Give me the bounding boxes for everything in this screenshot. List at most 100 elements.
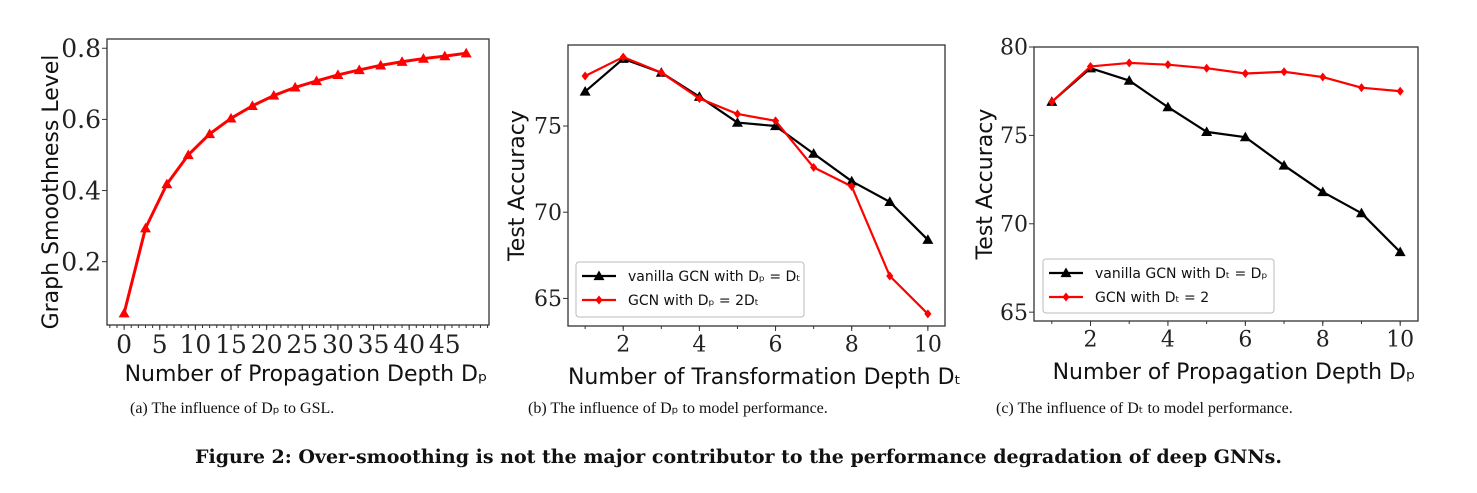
series-0-point xyxy=(225,112,237,123)
x-tick-label: 2 xyxy=(616,333,630,358)
x-tick-label: 6 xyxy=(769,333,783,358)
series-0-point xyxy=(289,81,301,92)
y-axis-label: Test Accuracy xyxy=(505,110,530,262)
y-tick-label: 65 xyxy=(534,287,562,312)
caption-c: (c) The influence of Dₜ to model perform… xyxy=(996,400,1293,417)
series-0-line xyxy=(584,57,929,241)
y-tick-label: 0.6 xyxy=(61,105,101,134)
series-0-point xyxy=(417,53,429,63)
series-0-point xyxy=(118,307,130,318)
series-1-point xyxy=(619,52,627,62)
series-0-point xyxy=(731,117,743,127)
series-0-point xyxy=(1317,186,1329,197)
series-0-point xyxy=(204,128,216,139)
y-tick-label: 0.4 xyxy=(61,176,101,205)
series-0-point xyxy=(139,222,151,233)
plot-frame xyxy=(106,38,490,326)
series-0-point xyxy=(579,86,591,96)
x-tick-label: 4 xyxy=(692,333,706,358)
x-tick-label: 25 xyxy=(286,330,318,359)
y-tick-label: 80 xyxy=(1000,36,1028,61)
x-tick-label: 8 xyxy=(1316,328,1330,353)
x-tick-label: 2 xyxy=(1084,328,1098,353)
x-tick-label: 0 xyxy=(116,330,132,359)
series-0-point xyxy=(182,149,194,160)
x-tick-label: 8 xyxy=(845,333,859,358)
series-0-point xyxy=(1123,75,1135,85)
series-0-line xyxy=(122,51,467,314)
series-1-point xyxy=(1319,72,1327,82)
series-0-point xyxy=(808,148,820,158)
x-tick-label: 15 xyxy=(215,330,247,359)
series-1-point xyxy=(1164,60,1172,70)
series-0-point xyxy=(353,64,365,75)
legend-0-marker xyxy=(1060,267,1072,278)
series-1-line xyxy=(584,55,929,315)
legend-0-marker xyxy=(593,270,605,281)
legend-1-label: GCN with Dₚ = 2Dₜ xyxy=(628,293,759,309)
series-0-point xyxy=(161,178,173,189)
series-0-line xyxy=(1051,67,1401,253)
legend-1-marker xyxy=(1062,292,1070,302)
series-1-point xyxy=(1280,67,1288,77)
series-0-point xyxy=(1162,101,1174,112)
caption-a: (a) The influence of Dₚ to GSL. xyxy=(130,400,335,417)
x-tick-label: 30 xyxy=(322,330,354,359)
series-0-point xyxy=(246,100,258,111)
y-tick-label: 75 xyxy=(534,115,562,140)
series-1-line xyxy=(1051,61,1401,103)
x-tick-label: 5 xyxy=(152,330,168,359)
series-1-point xyxy=(1203,63,1211,73)
legend-0-label: vanilla GCN with Dₜ = Dₚ xyxy=(1095,266,1267,282)
series-0-point xyxy=(1201,126,1213,136)
y-axis-label: Test Accuracy xyxy=(973,109,998,261)
series-0-point xyxy=(884,196,896,207)
series-0-point xyxy=(1239,131,1251,142)
series-0-point xyxy=(922,234,934,244)
legend-box xyxy=(575,261,805,318)
y-tick-label: 0.8 xyxy=(61,34,101,63)
y-tick-label: 75 xyxy=(1000,124,1028,149)
series-1-point xyxy=(924,309,932,319)
x-tick-label: 35 xyxy=(358,330,390,359)
series-1-point xyxy=(810,162,818,172)
legend-1-label: GCN with Dₜ = 2 xyxy=(1095,290,1209,306)
x-tick-label: 10 xyxy=(1386,328,1414,353)
series-1-point xyxy=(1241,69,1249,79)
figure-title: Figure 2: Over-smoothing is not the majo… xyxy=(195,446,1282,468)
series-1-point xyxy=(771,116,780,126)
series-0-point xyxy=(1278,159,1290,170)
series-1-point xyxy=(1125,58,1133,68)
x-tick-label: 40 xyxy=(393,330,425,359)
series-1-point xyxy=(1357,83,1366,93)
series-0-point xyxy=(460,47,472,58)
x-axis-label: Number of Propagation Depth Dₚ xyxy=(1053,360,1416,385)
series-0-point xyxy=(846,175,858,186)
series-0-point xyxy=(375,59,387,70)
series-0-point xyxy=(268,90,280,100)
x-tick-label: 45 xyxy=(429,330,461,359)
series-1-point xyxy=(657,68,665,78)
series-0-point xyxy=(1355,207,1367,218)
series-1-point xyxy=(695,93,703,103)
x-tick-label: 10 xyxy=(914,333,942,358)
y-tick-label: 0.2 xyxy=(61,247,101,276)
series-1-point xyxy=(733,109,742,119)
series-0-point xyxy=(439,50,451,61)
series-1-point xyxy=(1396,86,1404,96)
x-axis-label: Number of Propagation Depth Dₚ xyxy=(125,362,488,387)
series-0-point xyxy=(311,75,323,86)
x-tick-label: 10 xyxy=(179,330,211,359)
x-axis-label: Number of Transformation Depth Dₜ xyxy=(568,365,961,390)
series-1-point xyxy=(1086,61,1095,71)
y-tick-label: 70 xyxy=(534,201,562,226)
y-tick-label: 70 xyxy=(1000,212,1028,237)
caption-b: (b) The influence of Dₚ to model perform… xyxy=(528,400,828,417)
x-tick-label: 6 xyxy=(1238,328,1252,353)
plot-frame xyxy=(567,44,946,327)
series-0-point xyxy=(332,69,344,80)
y-tick-label: 65 xyxy=(1000,301,1028,326)
series-0-point xyxy=(1394,246,1406,257)
legend-1-marker xyxy=(595,295,603,305)
